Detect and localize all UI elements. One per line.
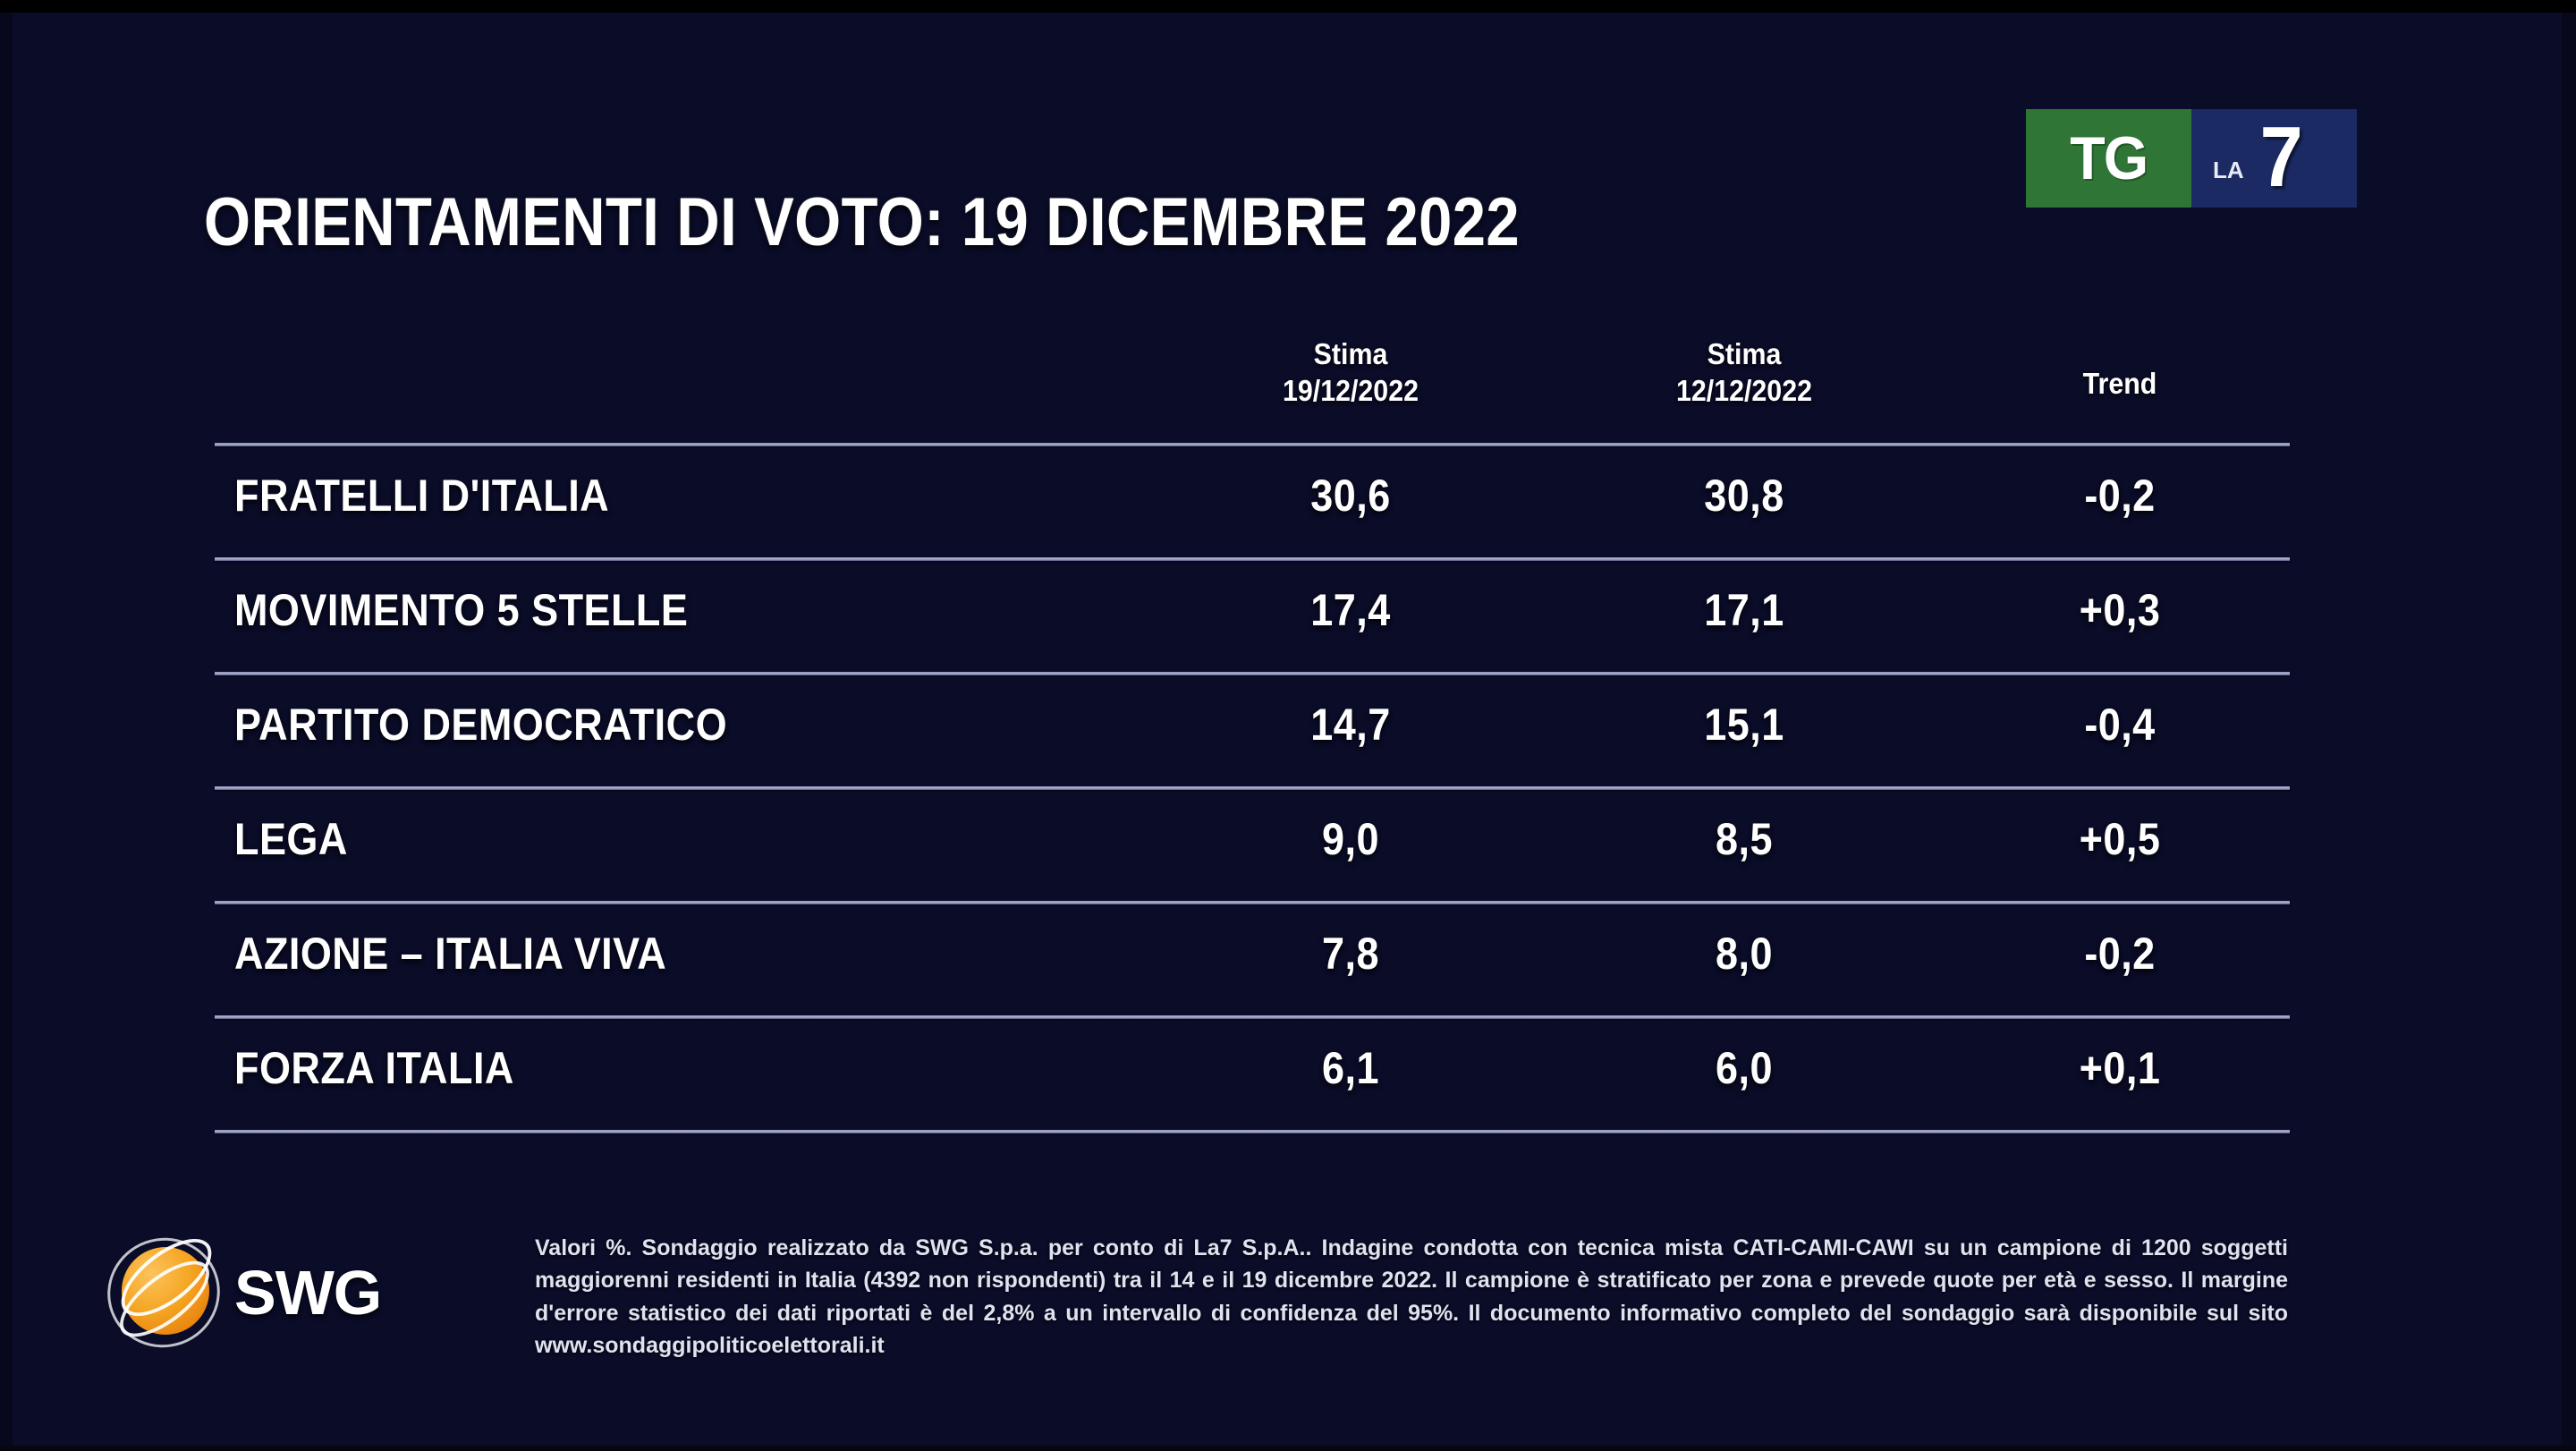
party-name: PARTITO DEMOCRATICO [234, 700, 728, 750]
value-trend: -0,2 [2084, 471, 2156, 521]
tg-logo-text: TG [2070, 124, 2149, 192]
la7-logo-seven-text: 7 [2259, 109, 2303, 205]
poll-table: Stima 19/12/2022 Stima 12/12/2022 Trend … [215, 318, 2290, 1133]
row-separator [215, 1015, 2290, 1019]
party-name: FORZA ITALIA [234, 1043, 514, 1093]
value-stima-19: 6,1 [1322, 1043, 1379, 1093]
table-row: PARTITO DEMOCRATICO 14,7 15,1 -0,4 [215, 675, 2290, 786]
footer: SWG Valori %. Sondaggio realizzato da SW… [0, 1212, 2576, 1418]
value-stima-12: 8,0 [1716, 929, 1773, 979]
row-separator [215, 557, 2290, 561]
table-row: LEGA 9,0 8,5 +0,5 [215, 790, 2290, 901]
value-stima-12: 6,0 [1716, 1043, 1773, 1093]
value-stima-12: 8,5 [1716, 814, 1773, 864]
value-stima-19: 9,0 [1322, 814, 1379, 864]
column-header-trend: Trend [2082, 367, 2157, 400]
column-header-stima-19-line2: 19/12/2022 [1283, 374, 1419, 408]
party-name: FRATELLI D'ITALIA [234, 471, 610, 521]
column-header-stima-19-line1: Stima [1313, 337, 1388, 370]
column-header-stima-12-line2: 12/12/2022 [1676, 374, 1812, 408]
value-stima-19: 7,8 [1322, 929, 1379, 979]
tg-la7-logo: TG LA 7 [2026, 109, 2357, 208]
table-row: MOVIMENTO 5 STELLE 17,4 17,1 +0,3 [215, 561, 2290, 672]
value-stima-19: 14,7 [1310, 700, 1391, 750]
swg-sphere-body [122, 1247, 209, 1335]
party-name: AZIONE – ITALIA VIVA [234, 929, 667, 979]
edge-left [0, 0, 13, 1451]
la7-logo-la-text: LA [2213, 157, 2244, 183]
swg-logo: SWG [91, 1222, 508, 1363]
page-title: ORIENTAMENTI DI VOTO: 19 DICEMBRE 2022 [204, 184, 1521, 260]
value-trend: -0,4 [2084, 700, 2156, 750]
la7-logo-box: LA 7 [2191, 109, 2357, 208]
column-header-stima-12: Stima 12/12/2022 [1605, 335, 1885, 410]
value-stima-19: 30,6 [1310, 471, 1391, 521]
party-name: MOVIMENTO 5 STELLE [234, 585, 689, 635]
value-trend: +0,5 [2079, 814, 2161, 864]
party-name: LEGA [234, 814, 348, 864]
value-trend: -0,2 [2084, 929, 2156, 979]
value-stima-12: 17,1 [1704, 585, 1784, 635]
edge-right [2562, 0, 2576, 1451]
letterbox-bottom [0, 1446, 2576, 1451]
value-stima-19: 17,4 [1310, 585, 1391, 635]
value-trend: +0,3 [2079, 585, 2161, 635]
column-header-stima-19: Stima 19/12/2022 [1211, 335, 1491, 410]
row-separator [215, 443, 2290, 446]
swg-wordmark: SWG [234, 1258, 382, 1328]
table-header-row: Stima 19/12/2022 Stima 12/12/2022 Trend [215, 318, 2290, 443]
table-row: FORZA ITALIA 6,1 6,0 +0,1 [215, 1019, 2290, 1130]
value-stima-12: 30,8 [1704, 471, 1784, 521]
row-separator [215, 786, 2290, 790]
value-trend: +0,1 [2079, 1043, 2161, 1093]
table-row: FRATELLI D'ITALIA 30,6 30,8 -0,2 [215, 446, 2290, 557]
letterbox-top [0, 0, 2576, 13]
value-stima-12: 15,1 [1704, 700, 1784, 750]
table-row: AZIONE – ITALIA VIVA 7,8 8,0 -0,2 [215, 904, 2290, 1015]
row-separator [215, 1130, 2290, 1133]
disclaimer-text: Valori %. Sondaggio realizzato da SWG S.… [535, 1235, 2288, 1358]
tg-logo-box: TG [2026, 109, 2191, 208]
column-header-stima-12-line1: Stima [1707, 337, 1782, 370]
swg-sphere-icon [91, 1222, 236, 1363]
row-separator [215, 672, 2290, 675]
row-separator [215, 901, 2290, 904]
